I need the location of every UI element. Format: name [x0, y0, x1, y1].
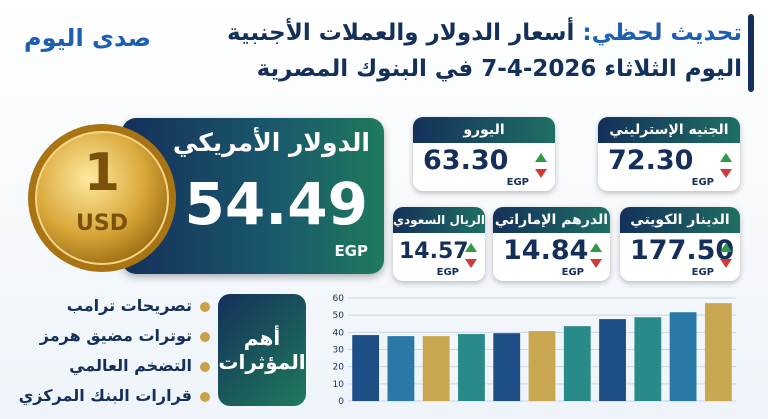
- factors-title: أهم المؤثرات: [218, 294, 306, 406]
- y-tick-label: 20: [333, 363, 345, 373]
- bar: [493, 333, 521, 401]
- y-tick-label: 40: [333, 328, 345, 338]
- factor-item: قرارات البنك المركزي: [18, 386, 192, 405]
- trend-arrows: [535, 153, 547, 178]
- logo: صدى اليوم: [24, 24, 152, 52]
- bar: [458, 334, 485, 401]
- bar: [422, 336, 450, 401]
- trend-arrows: [590, 243, 602, 268]
- card-value: 72.30: [608, 145, 694, 176]
- main-unit: EGP: [334, 242, 368, 260]
- currency-card: اليورو 63.30 EGP: [413, 117, 555, 191]
- card-value: 14.57: [399, 239, 469, 264]
- y-tick-label: 10: [333, 380, 345, 390]
- bullet: [200, 392, 210, 402]
- bar: [352, 335, 380, 401]
- bar: [704, 303, 732, 401]
- y-tick-label: 0: [338, 397, 344, 407]
- y-tick-label: 60: [333, 294, 345, 304]
- currency-card: الجنيه الإسترليني 72.30 EGP: [598, 117, 740, 191]
- coin: 1 USD: [28, 124, 176, 272]
- card-unit: EGP: [561, 267, 584, 278]
- bullet: [200, 302, 210, 312]
- coin-currency: USD: [76, 211, 128, 236]
- title-prefix: تحديث لحظي:: [582, 20, 742, 46]
- card-name: الريال السعودي: [393, 207, 485, 233]
- bar: [669, 312, 697, 401]
- bullet: [200, 362, 210, 372]
- bar: [563, 326, 591, 401]
- factor-item: التضخم العالمي: [69, 356, 192, 375]
- card-unit: EGP: [506, 177, 529, 188]
- y-tick-label: 50: [333, 311, 345, 321]
- bar: [528, 331, 556, 401]
- accent-bar: [748, 14, 754, 92]
- trend-arrows: [720, 243, 732, 268]
- title-line2: اليوم الثلاثاء 2026-4-7 في البنوك المصري…: [256, 56, 742, 82]
- currency-card: الريال السعودي 14.57 EGP: [393, 207, 485, 281]
- card-name: الدرهم الإماراتي: [493, 207, 610, 233]
- currency-card: الدينار الكويتي 177.50 EGP: [620, 207, 740, 281]
- main-name: الدولار الأمريكي: [172, 128, 370, 157]
- card-name: الدينار الكويتي: [620, 207, 740, 233]
- coin-face: [35, 131, 169, 265]
- currency-card: الدرهم الإماراتي 14.84 EGP: [493, 207, 610, 281]
- card-value: 14.84: [503, 235, 589, 266]
- bullet: [200, 332, 210, 342]
- card-name: اليورو: [413, 117, 555, 143]
- bar: [599, 319, 626, 401]
- factor-item: توترات مضيق هرمز: [39, 326, 192, 345]
- card-name: الجنيه الإسترليني: [598, 117, 740, 143]
- card-value: 177.50: [630, 235, 735, 266]
- trend-arrows: [720, 153, 732, 178]
- factor-item: تصريحات ترامب: [66, 296, 192, 315]
- bar: [634, 317, 662, 401]
- card-unit: EGP: [436, 267, 459, 278]
- card-value: 63.30: [423, 145, 509, 176]
- title-text: أسعار الدولار والعملات الأجنبية: [227, 20, 575, 46]
- coin-value: 1: [84, 143, 120, 203]
- trend-arrows: [465, 243, 477, 268]
- card-unit: EGP: [691, 177, 714, 188]
- title-line1: تحديث لحظي: أسعار الدولار والعملات الأجن…: [227, 20, 742, 46]
- bar: [387, 336, 415, 401]
- main-value: 54.49: [184, 170, 368, 238]
- y-tick-label: 30: [333, 346, 345, 356]
- card-unit: EGP: [691, 267, 714, 278]
